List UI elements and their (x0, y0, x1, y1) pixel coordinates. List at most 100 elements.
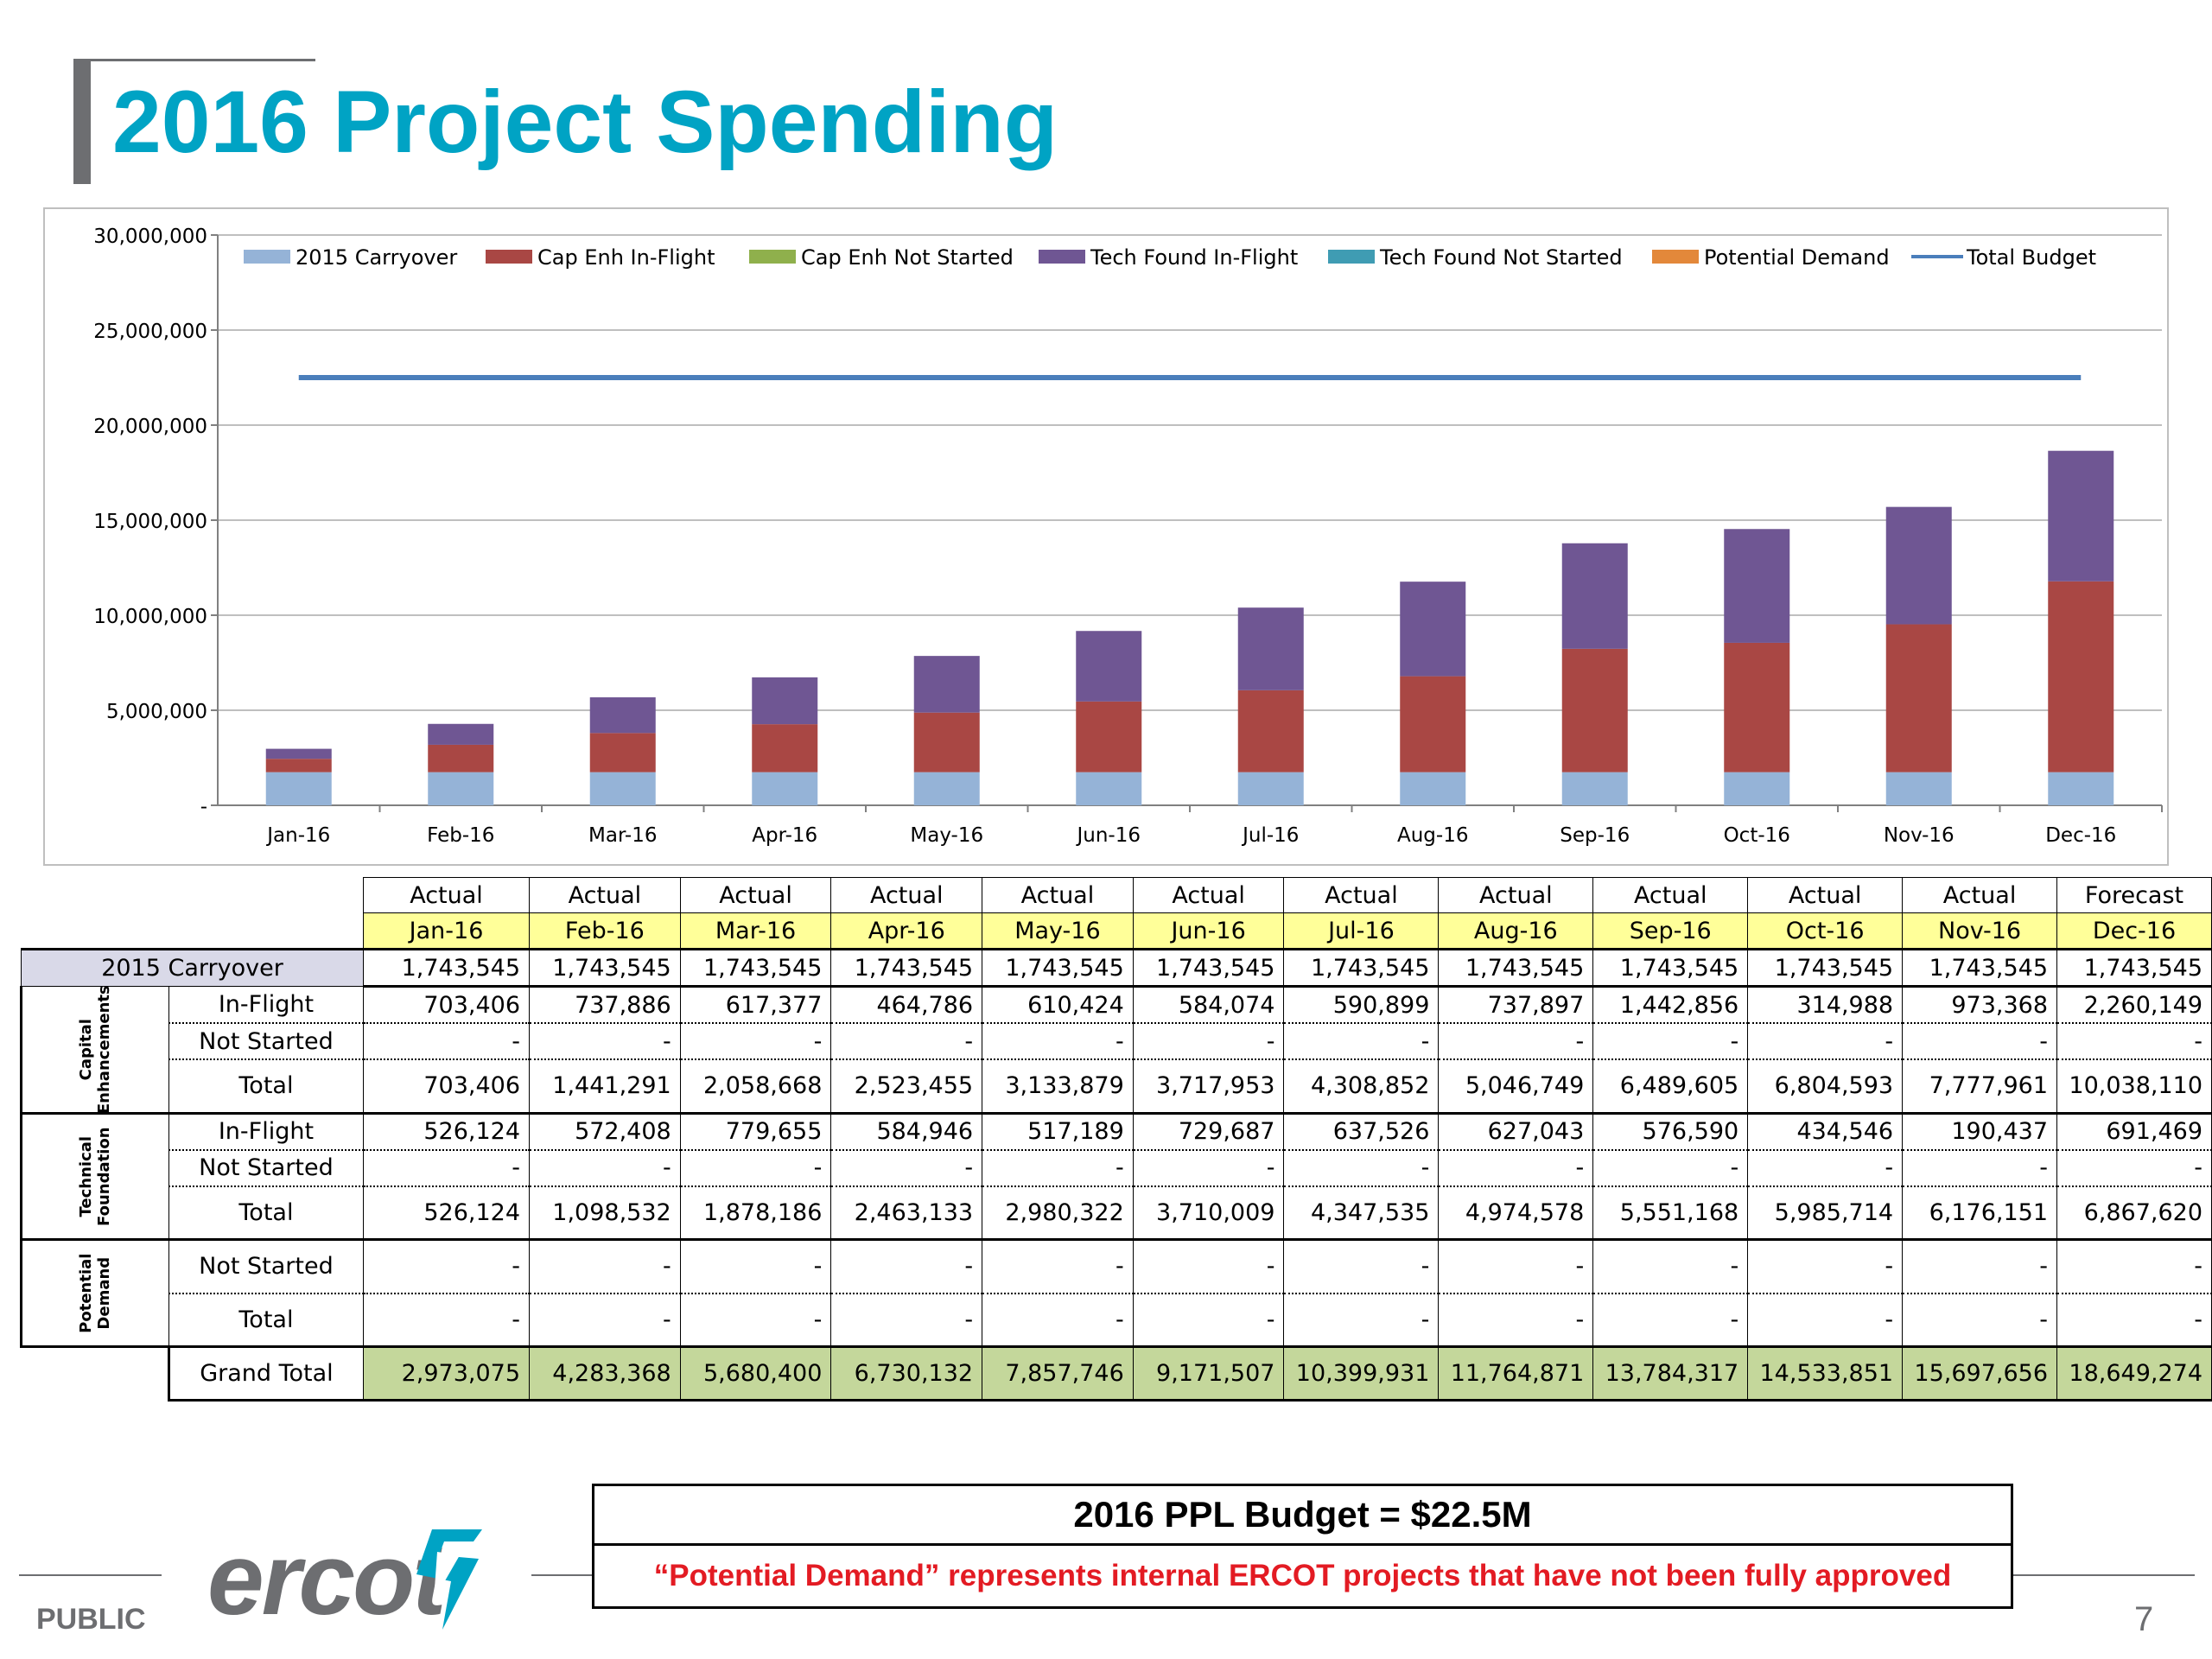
table-cell: 7,857,746 (982, 1345, 1134, 1402)
table-cell: - (363, 1293, 531, 1348)
group-label-line: Demand (94, 1256, 113, 1330)
table-cell: - (1438, 1239, 1594, 1294)
table-cell: 1,743,545 (363, 948, 531, 988)
bar-segment (428, 723, 494, 745)
table-row: Total - - - - - - - - - - - - (22, 1293, 2212, 1348)
table-cell: - (679, 1293, 832, 1348)
group-label: Potential Demand (20, 1239, 169, 1348)
table-cell: - (363, 1022, 531, 1060)
group-label-text: Capital Enhancements (76, 986, 113, 1113)
group-label-line: Enhancements (94, 986, 113, 1113)
table-cell: - (529, 1022, 681, 1060)
group-label-line: Capital (76, 1018, 95, 1080)
table-cell: - (982, 1149, 1134, 1187)
table-cell: 5,046,749 (1438, 1058, 1594, 1115)
classification-label: PUBLIC (36, 1603, 146, 1636)
bar-segment (752, 724, 818, 772)
table-cell: 1,743,545 (982, 948, 1134, 988)
x-tick-label: Aug-16 (1397, 824, 1468, 847)
page-title: 2016 Project Spending (112, 73, 1058, 171)
table-cell: 2,523,455 (830, 1058, 983, 1115)
x-tick-label: Oct-16 (1724, 824, 1790, 847)
legend-label: Potential Demand (1704, 245, 1890, 270)
table-cell: 2,058,668 (679, 1058, 832, 1115)
bar-segment (1724, 642, 1790, 772)
table-cell: - (1283, 1022, 1440, 1060)
table-cell: 6,867,620 (2056, 1185, 2212, 1241)
status-header: Actual (1902, 877, 2057, 913)
month-header: Aug-16 (1438, 912, 1594, 950)
table-cell: 703,406 (363, 986, 531, 1024)
row-label: Grand Total (167, 1345, 365, 1402)
table-cell: - (1592, 1022, 1749, 1060)
bar-segment (1561, 543, 1628, 649)
status-header: Actual (363, 877, 531, 913)
month-header: Dec-16 (2056, 912, 2212, 950)
budget-callout: 2016 PPL Budget = $22.5M “Potential Dema… (592, 1484, 2013, 1609)
table-cell: 6,730,132 (830, 1345, 983, 1402)
bar-segment (1400, 772, 1466, 805)
table-cell: - (830, 1022, 983, 1060)
table-cell: 779,655 (679, 1112, 832, 1151)
table-cell: 637,526 (1283, 1112, 1440, 1151)
status-header: Actual (830, 877, 983, 913)
table-cell: 3,717,953 (1132, 1058, 1285, 1115)
bar-segment (589, 733, 656, 772)
table-cell: 11,764,871 (1438, 1345, 1594, 1402)
group-label-text: Technical Foundation (77, 1114, 113, 1237)
table-cell: - (1592, 1293, 1749, 1348)
table-cell: - (1747, 1293, 1904, 1348)
table-cell: - (1283, 1239, 1440, 1294)
bar-segment (752, 677, 818, 725)
table-cell: 526,124 (363, 1185, 531, 1241)
bar-segment (1237, 690, 1304, 772)
footer-rule-mid (531, 1574, 594, 1576)
month-header: Feb-16 (529, 912, 681, 950)
table-cell: 576,590 (1592, 1112, 1749, 1151)
bar-segment (1400, 676, 1466, 772)
grand-total-spacer (22, 1347, 169, 1401)
table-cell: 4,283,368 (529, 1345, 681, 1402)
month-header: Nov-16 (1902, 912, 2057, 950)
table-cell: 584,074 (1132, 986, 1285, 1024)
table-cell: 2,973,075 (363, 1345, 531, 1402)
bar-segment (1724, 772, 1790, 805)
table-row: Not Started - - - - - - - - - - - - (22, 1149, 2212, 1187)
table-cell: - (1283, 1293, 1440, 1348)
table-row: Capital Enhancements In-Flight 703,406 737,8… (20, 986, 2212, 1115)
table-cell: 737,897 (1438, 986, 1594, 1024)
table-cell: - (830, 1239, 983, 1294)
table-cell: 1,743,545 (1132, 948, 1285, 988)
legend-label: Tech Found Not Started (1379, 245, 1623, 270)
bar-segment (1885, 506, 1952, 625)
x-tick-label: Jul-16 (1241, 824, 1299, 847)
bar-segment (428, 772, 494, 805)
legend-swatch (486, 250, 532, 264)
table-cell: - (1902, 1149, 2057, 1187)
bar-segment (265, 748, 332, 760)
legend-label: Total Budget (1966, 245, 2096, 270)
table-cell: - (529, 1293, 681, 1348)
legend-swatch (244, 250, 290, 264)
status-header: Actual (1592, 877, 1749, 913)
table-cell: 729,687 (1132, 1112, 1285, 1151)
row-label: Total (168, 1058, 365, 1115)
table-cell: - (679, 1239, 832, 1294)
table-row: Potential Demand Not Started - - - - - - - - - - - - (20, 1239, 2212, 1348)
row-label: Not Started (168, 1149, 365, 1187)
table-cell: 1,743,545 (1438, 948, 1594, 988)
table-cell: 10,038,110 (2056, 1058, 2212, 1115)
table-cell: 517,189 (982, 1112, 1134, 1151)
table-cell: - (529, 1149, 681, 1187)
row-label: Not Started (168, 1239, 365, 1294)
bar-segment (428, 744, 494, 772)
table-cell: 1,743,545 (529, 948, 681, 988)
table-cell: - (2056, 1239, 2212, 1294)
table-cell: - (1747, 1149, 1904, 1187)
grand-total-row: Grand Total 2,973,075 4,283,368 5,680,400 6,… (22, 1345, 2212, 1402)
table-cell: - (679, 1149, 832, 1187)
carryover-row: 2015 Carryover 1,743,545 1,743,545 1,743,54… (20, 948, 2212, 988)
table-row: Total 526,124 1,098,532 1,878,186 2,463,133 2… (22, 1185, 2212, 1241)
table-cell: 737,886 (529, 986, 681, 1024)
table-cell: - (1132, 1149, 1285, 1187)
